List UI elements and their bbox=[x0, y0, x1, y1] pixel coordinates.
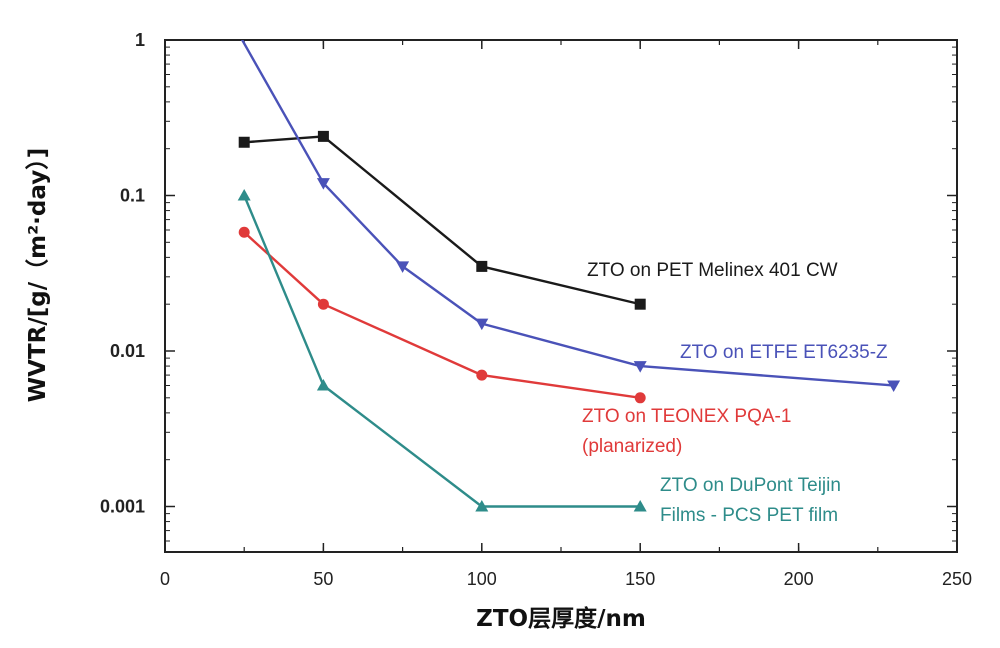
y-tick-label: 1 bbox=[135, 30, 145, 50]
data-point bbox=[475, 500, 489, 512]
data-point bbox=[476, 260, 488, 272]
series-line bbox=[240, 40, 894, 387]
y-axis-title: WVTR/[g/（m²·day）] bbox=[24, 148, 51, 402]
y-tick-label: 0.1 bbox=[120, 186, 145, 206]
x-axis-title: ZTO层厚度/nm bbox=[476, 605, 646, 632]
series-label: ZTO on DuPont Teijin bbox=[660, 475, 841, 496]
series-label: Films - PCS PET film bbox=[660, 505, 838, 526]
data-point bbox=[316, 378, 330, 391]
data-point bbox=[476, 369, 488, 381]
series-lines bbox=[240, 40, 894, 508]
data-point bbox=[633, 361, 647, 373]
series-label: ZTO on PET Melinex 401 CW bbox=[587, 260, 838, 281]
series-line bbox=[243, 231, 641, 399]
series-line bbox=[243, 195, 641, 508]
x-tick-label: 150 bbox=[625, 569, 655, 589]
data-point bbox=[238, 226, 250, 238]
data-point bbox=[475, 318, 489, 331]
x-tick-label: 200 bbox=[784, 569, 814, 589]
x-tick-label: 100 bbox=[467, 569, 497, 589]
series-line bbox=[244, 135, 641, 306]
data-point bbox=[634, 392, 646, 404]
x-tick-label: 250 bbox=[942, 569, 972, 589]
data-point bbox=[317, 298, 329, 310]
series-markers bbox=[237, 130, 901, 512]
data-point bbox=[238, 136, 250, 148]
axis-ticks: 0 50 100 150 200 250 1 0.1 0.01 0.001 bbox=[100, 30, 972, 589]
x-tick-label: 0 bbox=[160, 569, 170, 589]
data-point bbox=[634, 298, 646, 310]
data-point bbox=[317, 130, 329, 142]
data-point bbox=[887, 380, 901, 392]
y-tick-label: 0.01 bbox=[110, 341, 145, 361]
series-label: ZTO on ETFE ET6235-Z bbox=[680, 342, 888, 363]
y-tick-label: 0.001 bbox=[100, 497, 145, 517]
data-point bbox=[316, 178, 330, 190]
data-point bbox=[396, 261, 410, 273]
data-point bbox=[633, 500, 647, 512]
data-point bbox=[237, 189, 251, 201]
series-label: (planarized) bbox=[582, 436, 682, 457]
series-label: ZTO on TEONEX PQA-1 bbox=[582, 406, 791, 427]
series-labels: ZTO on PET Melinex 401 CW ZTO on ETFE ET6… bbox=[582, 260, 888, 526]
x-tick-label: 50 bbox=[313, 569, 333, 589]
